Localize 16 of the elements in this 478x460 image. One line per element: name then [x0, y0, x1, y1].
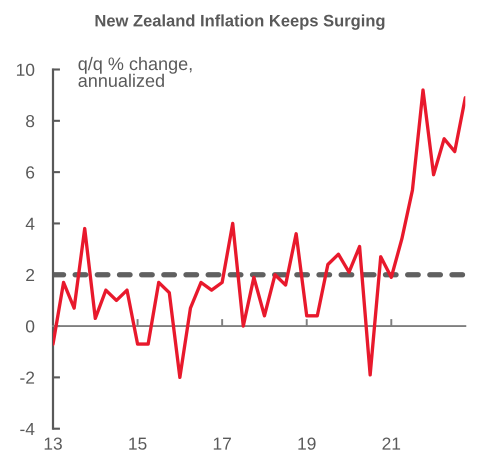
x-tick-label: 13: [44, 437, 62, 450]
y-axis-title: q/q % change, annualized: [78, 56, 192, 88]
y-tick-label: -4: [20, 423, 34, 435]
x-tick-label: 21: [382, 437, 400, 450]
y-tick-label: 8: [26, 114, 34, 128]
y-tick-label: 2: [26, 268, 34, 282]
x-tick-label: 17: [214, 438, 231, 450]
line-series: [53, 88, 466, 380]
y-tick-label: -2: [20, 372, 34, 384]
x-tick-label: 19: [298, 437, 316, 450]
y-tick-label: 6: [26, 166, 34, 179]
y-tick-label: 0: [26, 320, 34, 333]
y-tick-label: 10: [16, 64, 34, 76]
chart-title: New Zealand Inflation Keeps Surging: [96, 14, 384, 30]
y-tick-label: 4: [26, 218, 34, 230]
x-tick-label: 15: [129, 438, 147, 450]
